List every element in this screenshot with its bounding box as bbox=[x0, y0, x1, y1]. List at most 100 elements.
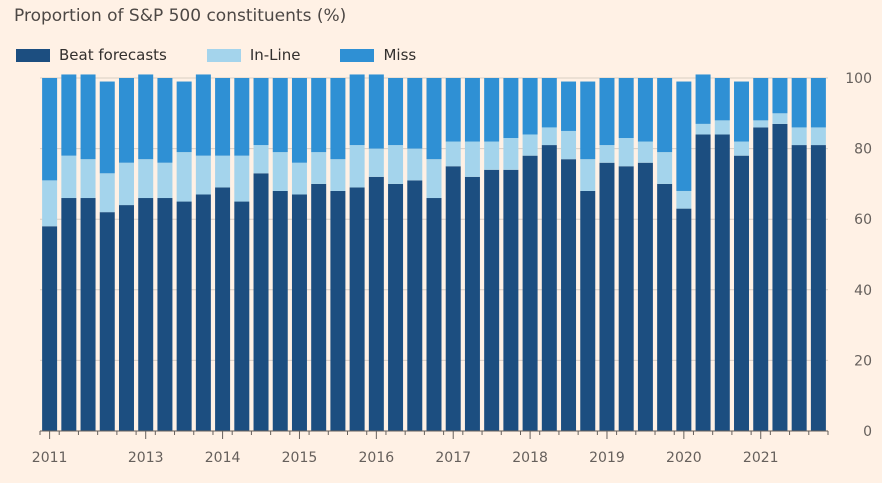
bar-beat-26 bbox=[541, 145, 557, 431]
bar-miss-12 bbox=[272, 78, 288, 153]
bar-miss-19 bbox=[407, 78, 423, 149]
bar-miss-5 bbox=[138, 74, 154, 160]
bar-inline-34 bbox=[695, 123, 711, 135]
bar-miss-18 bbox=[388, 78, 404, 146]
bar-inline-3 bbox=[99, 173, 115, 213]
bar-beat-1 bbox=[61, 198, 77, 431]
bar-beat-33 bbox=[676, 208, 692, 431]
bar-miss-13 bbox=[291, 78, 307, 163]
bar-inline-33 bbox=[676, 190, 692, 209]
bar-miss-22 bbox=[464, 78, 480, 142]
bar-miss-38 bbox=[772, 78, 788, 114]
bar-miss-17 bbox=[368, 74, 384, 149]
bar-inline-16 bbox=[349, 145, 365, 188]
x-tick-label-2013: 2013 bbox=[128, 450, 164, 466]
bar-beat-0 bbox=[42, 226, 58, 431]
bar-beat-23 bbox=[484, 169, 500, 431]
legend-label-inline: In-Line bbox=[249, 46, 301, 64]
bar-miss-30 bbox=[618, 78, 634, 139]
x-tick-label-2017: 2017 bbox=[435, 450, 471, 466]
bar-miss-37 bbox=[753, 78, 769, 121]
bar-beat-13 bbox=[291, 194, 307, 431]
y-tick-label-80: 80 bbox=[854, 142, 872, 158]
bar-miss-28 bbox=[580, 81, 596, 160]
bar-miss-0 bbox=[42, 78, 58, 181]
bar-beat-40 bbox=[810, 145, 826, 431]
bar-inline-5 bbox=[138, 159, 154, 199]
y-tick-label-100: 100 bbox=[845, 71, 872, 87]
bar-inline-19 bbox=[407, 148, 423, 181]
bar-beat-16 bbox=[349, 187, 365, 431]
bar-inline-25 bbox=[522, 134, 538, 156]
bar-miss-15 bbox=[330, 78, 346, 160]
bar-beat-9 bbox=[215, 187, 231, 431]
legend-item-miss: Miss bbox=[340, 46, 416, 64]
bar-beat-17 bbox=[368, 176, 384, 431]
x-tick-label-2019: 2019 bbox=[589, 450, 625, 466]
bar-beat-5 bbox=[138, 198, 154, 431]
bar-beat-14 bbox=[311, 183, 327, 431]
x-tick-label-2018: 2018 bbox=[512, 450, 548, 466]
bar-miss-21 bbox=[445, 78, 461, 142]
bar-inline-29 bbox=[599, 145, 615, 163]
bar-inline-38 bbox=[772, 113, 788, 124]
bar-inline-23 bbox=[484, 141, 500, 170]
bar-beat-27 bbox=[561, 159, 577, 431]
bar-miss-24 bbox=[503, 78, 519, 139]
bar-beat-29 bbox=[599, 162, 615, 431]
bar-miss-39 bbox=[791, 78, 807, 128]
bar-inline-39 bbox=[791, 127, 807, 146]
bar-inline-14 bbox=[311, 152, 327, 184]
bar-inline-31 bbox=[637, 141, 653, 163]
bar-inline-17 bbox=[368, 148, 384, 177]
bar-inline-15 bbox=[330, 159, 346, 191]
bar-beat-30 bbox=[618, 166, 634, 431]
bar-beat-11 bbox=[253, 173, 269, 431]
bar-miss-40 bbox=[810, 78, 826, 128]
bar-inline-11 bbox=[253, 145, 269, 174]
bar-beat-22 bbox=[464, 176, 480, 431]
x-tick-label-2016: 2016 bbox=[359, 450, 395, 466]
x-tick-label-2011: 2011 bbox=[32, 450, 68, 466]
legend-swatch-miss bbox=[340, 48, 375, 62]
bar-inline-1 bbox=[61, 155, 77, 199]
bar-inline-12 bbox=[272, 152, 288, 191]
bar-beat-21 bbox=[445, 166, 461, 431]
y-tick-label-0: 0 bbox=[863, 424, 872, 440]
bar-beat-28 bbox=[580, 190, 596, 431]
x-tick-label-2015: 2015 bbox=[282, 450, 318, 466]
bar-beat-34 bbox=[695, 134, 711, 432]
bar-beat-15 bbox=[330, 190, 346, 431]
y-tick-label-40: 40 bbox=[854, 283, 872, 299]
x-tick-label-2020: 2020 bbox=[666, 450, 702, 466]
bar-inline-0 bbox=[42, 180, 58, 227]
bar-miss-9 bbox=[215, 78, 231, 156]
bar-beat-31 bbox=[637, 162, 653, 431]
x-tick-label-2014: 2014 bbox=[205, 450, 241, 466]
bar-inline-9 bbox=[215, 155, 231, 188]
bar-beat-20 bbox=[426, 198, 442, 431]
bar-miss-32 bbox=[657, 78, 673, 153]
bar-miss-2 bbox=[80, 74, 96, 160]
bar-inline-28 bbox=[580, 159, 596, 191]
bar-inline-8 bbox=[195, 155, 211, 195]
bar-inline-10 bbox=[234, 155, 250, 202]
bar-inline-22 bbox=[464, 141, 480, 177]
bar-beat-3 bbox=[99, 212, 115, 431]
bar-miss-7 bbox=[176, 81, 192, 153]
bar-beat-10 bbox=[234, 201, 250, 431]
bar-inline-21 bbox=[445, 141, 461, 167]
y-tick-label-20: 20 bbox=[854, 353, 872, 369]
bar-miss-20 bbox=[426, 78, 442, 160]
bar-beat-19 bbox=[407, 180, 423, 431]
bar-inline-32 bbox=[657, 152, 673, 184]
bar-miss-31 bbox=[637, 78, 653, 142]
bar-inline-24 bbox=[503, 138, 519, 170]
bar-beat-7 bbox=[176, 201, 192, 431]
legend-swatch-inline bbox=[206, 48, 241, 62]
bar-inline-18 bbox=[388, 145, 404, 184]
legend: Beat forecasts In-Line Miss bbox=[16, 46, 456, 64]
bar-miss-6 bbox=[157, 78, 173, 163]
bar-inline-36 bbox=[734, 141, 750, 156]
bar-beat-38 bbox=[772, 123, 788, 431]
